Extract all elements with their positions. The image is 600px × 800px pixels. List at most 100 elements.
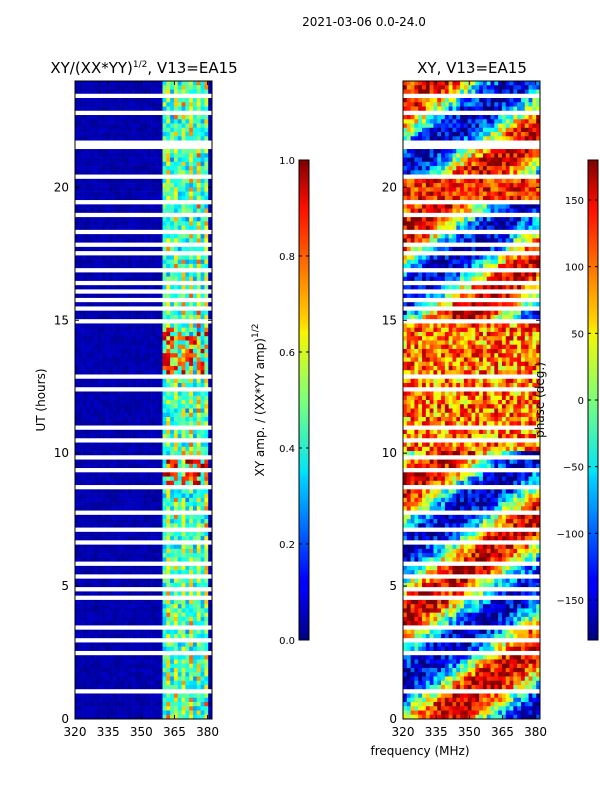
heatmap-cell — [143, 327, 148, 333]
heatmap-cell — [143, 595, 148, 601]
heatmap-cell — [90, 246, 95, 252]
heatmap-cell — [116, 616, 121, 622]
heatmap-cell — [135, 625, 140, 630]
heatmap-cell — [196, 616, 201, 622]
heatmap-cell — [132, 374, 137, 380]
heatmap-cell — [170, 174, 175, 180]
heatmap-cell — [120, 102, 125, 107]
heatmap-cell — [94, 557, 99, 562]
heatmap-cell — [109, 455, 114, 460]
heatmap-cell — [75, 608, 80, 613]
heatmap-cell — [139, 293, 144, 299]
heatmap-cell — [105, 463, 110, 469]
heatmap-cell — [90, 540, 95, 545]
heatmap-cell — [97, 374, 102, 380]
heatmap-cell — [105, 285, 110, 290]
heatmap-cell — [173, 144, 179, 150]
heatmap-cell — [113, 489, 118, 494]
heatmap-cell — [90, 395, 95, 401]
heatmap-cell — [154, 497, 160, 503]
heatmap-cell — [132, 208, 137, 214]
heatmap-cell — [177, 123, 182, 129]
heatmap-cell — [154, 429, 160, 435]
heatmap-cell — [97, 251, 102, 256]
heatmap-cell — [132, 365, 137, 371]
heatmap-cell — [158, 468, 163, 473]
heatmap-cell — [162, 459, 167, 465]
heatmap-cell — [177, 178, 182, 184]
heatmap-cell — [135, 412, 140, 418]
heatmap-cell — [128, 327, 133, 333]
heatmap-cell — [151, 642, 156, 647]
heatmap-cell — [124, 595, 129, 601]
heatmap-cell — [94, 195, 99, 201]
heatmap-cell — [86, 293, 91, 299]
heatmap-cell — [86, 81, 91, 86]
heatmap-cell — [181, 527, 186, 533]
heatmap-cell — [101, 570, 106, 575]
heatmap-cell — [189, 434, 194, 439]
heatmap-cell — [151, 612, 156, 618]
heatmap-cell — [143, 434, 148, 439]
heatmap-cell — [90, 361, 95, 367]
heatmap-cell — [101, 438, 106, 443]
heatmap-cell — [158, 263, 163, 269]
heatmap-cell — [124, 497, 129, 503]
heatmap-cell — [135, 616, 140, 622]
heatmap-cell — [173, 663, 179, 669]
heatmap-cell — [162, 557, 167, 562]
heatmap-cell — [181, 442, 186, 448]
heatmap-cell — [204, 195, 209, 201]
heatmap-cell — [181, 485, 186, 490]
heatmap-cell — [170, 255, 175, 260]
heatmap-cell — [147, 497, 152, 503]
heatmap-cell — [185, 361, 190, 367]
heatmap-cell — [132, 646, 137, 652]
heatmap-cell — [94, 259, 99, 265]
heatmap-cell — [116, 365, 121, 371]
heatmap-cell — [132, 174, 137, 180]
heatmap-cell — [200, 578, 205, 584]
heatmap-cell — [86, 434, 91, 439]
heatmap-cell — [78, 344, 83, 350]
heatmap-cell — [177, 655, 182, 660]
heatmap-cell — [147, 234, 152, 239]
heatmap-cell — [128, 604, 133, 609]
heatmap-cell — [177, 616, 182, 622]
heatmap-cell — [124, 527, 129, 533]
heatmap-cell — [192, 489, 198, 494]
heatmap-cell — [75, 140, 80, 146]
heatmap-cell — [143, 106, 148, 112]
heatmap-cell — [196, 327, 201, 333]
heatmap-cell — [90, 331, 95, 337]
heatmap-cell — [200, 217, 205, 222]
heatmap-cell — [204, 251, 209, 256]
heatmap-cell — [189, 302, 194, 307]
heatmap-cell — [185, 565, 190, 571]
heatmap-cell — [166, 119, 171, 124]
heatmap-cell — [139, 391, 144, 397]
heatmap-cell — [120, 106, 125, 112]
heatmap-cell — [82, 463, 87, 469]
heatmap-cell — [192, 263, 198, 269]
heatmap-cell — [128, 497, 133, 503]
heatmap-cell — [75, 485, 80, 490]
heatmap-cell — [135, 98, 140, 103]
heatmap-cell — [113, 297, 118, 303]
heatmap-cell — [132, 527, 137, 533]
heatmap-cell — [162, 183, 167, 188]
heatmap-cell — [124, 629, 129, 635]
heatmap-cell — [135, 276, 140, 282]
heatmap-cell — [82, 582, 87, 588]
heatmap-cell — [105, 102, 110, 107]
heatmap-cell — [192, 497, 198, 503]
heatmap-cell — [192, 408, 198, 414]
heatmap-cell — [124, 136, 129, 141]
heatmap-cell — [181, 119, 186, 124]
heatmap-cell — [113, 285, 118, 290]
heatmap-cell — [135, 340, 140, 345]
heatmap-cell — [90, 263, 95, 269]
heatmap-cell — [94, 578, 99, 584]
heatmap-cell — [143, 144, 148, 150]
heatmap-cell — [147, 127, 152, 133]
